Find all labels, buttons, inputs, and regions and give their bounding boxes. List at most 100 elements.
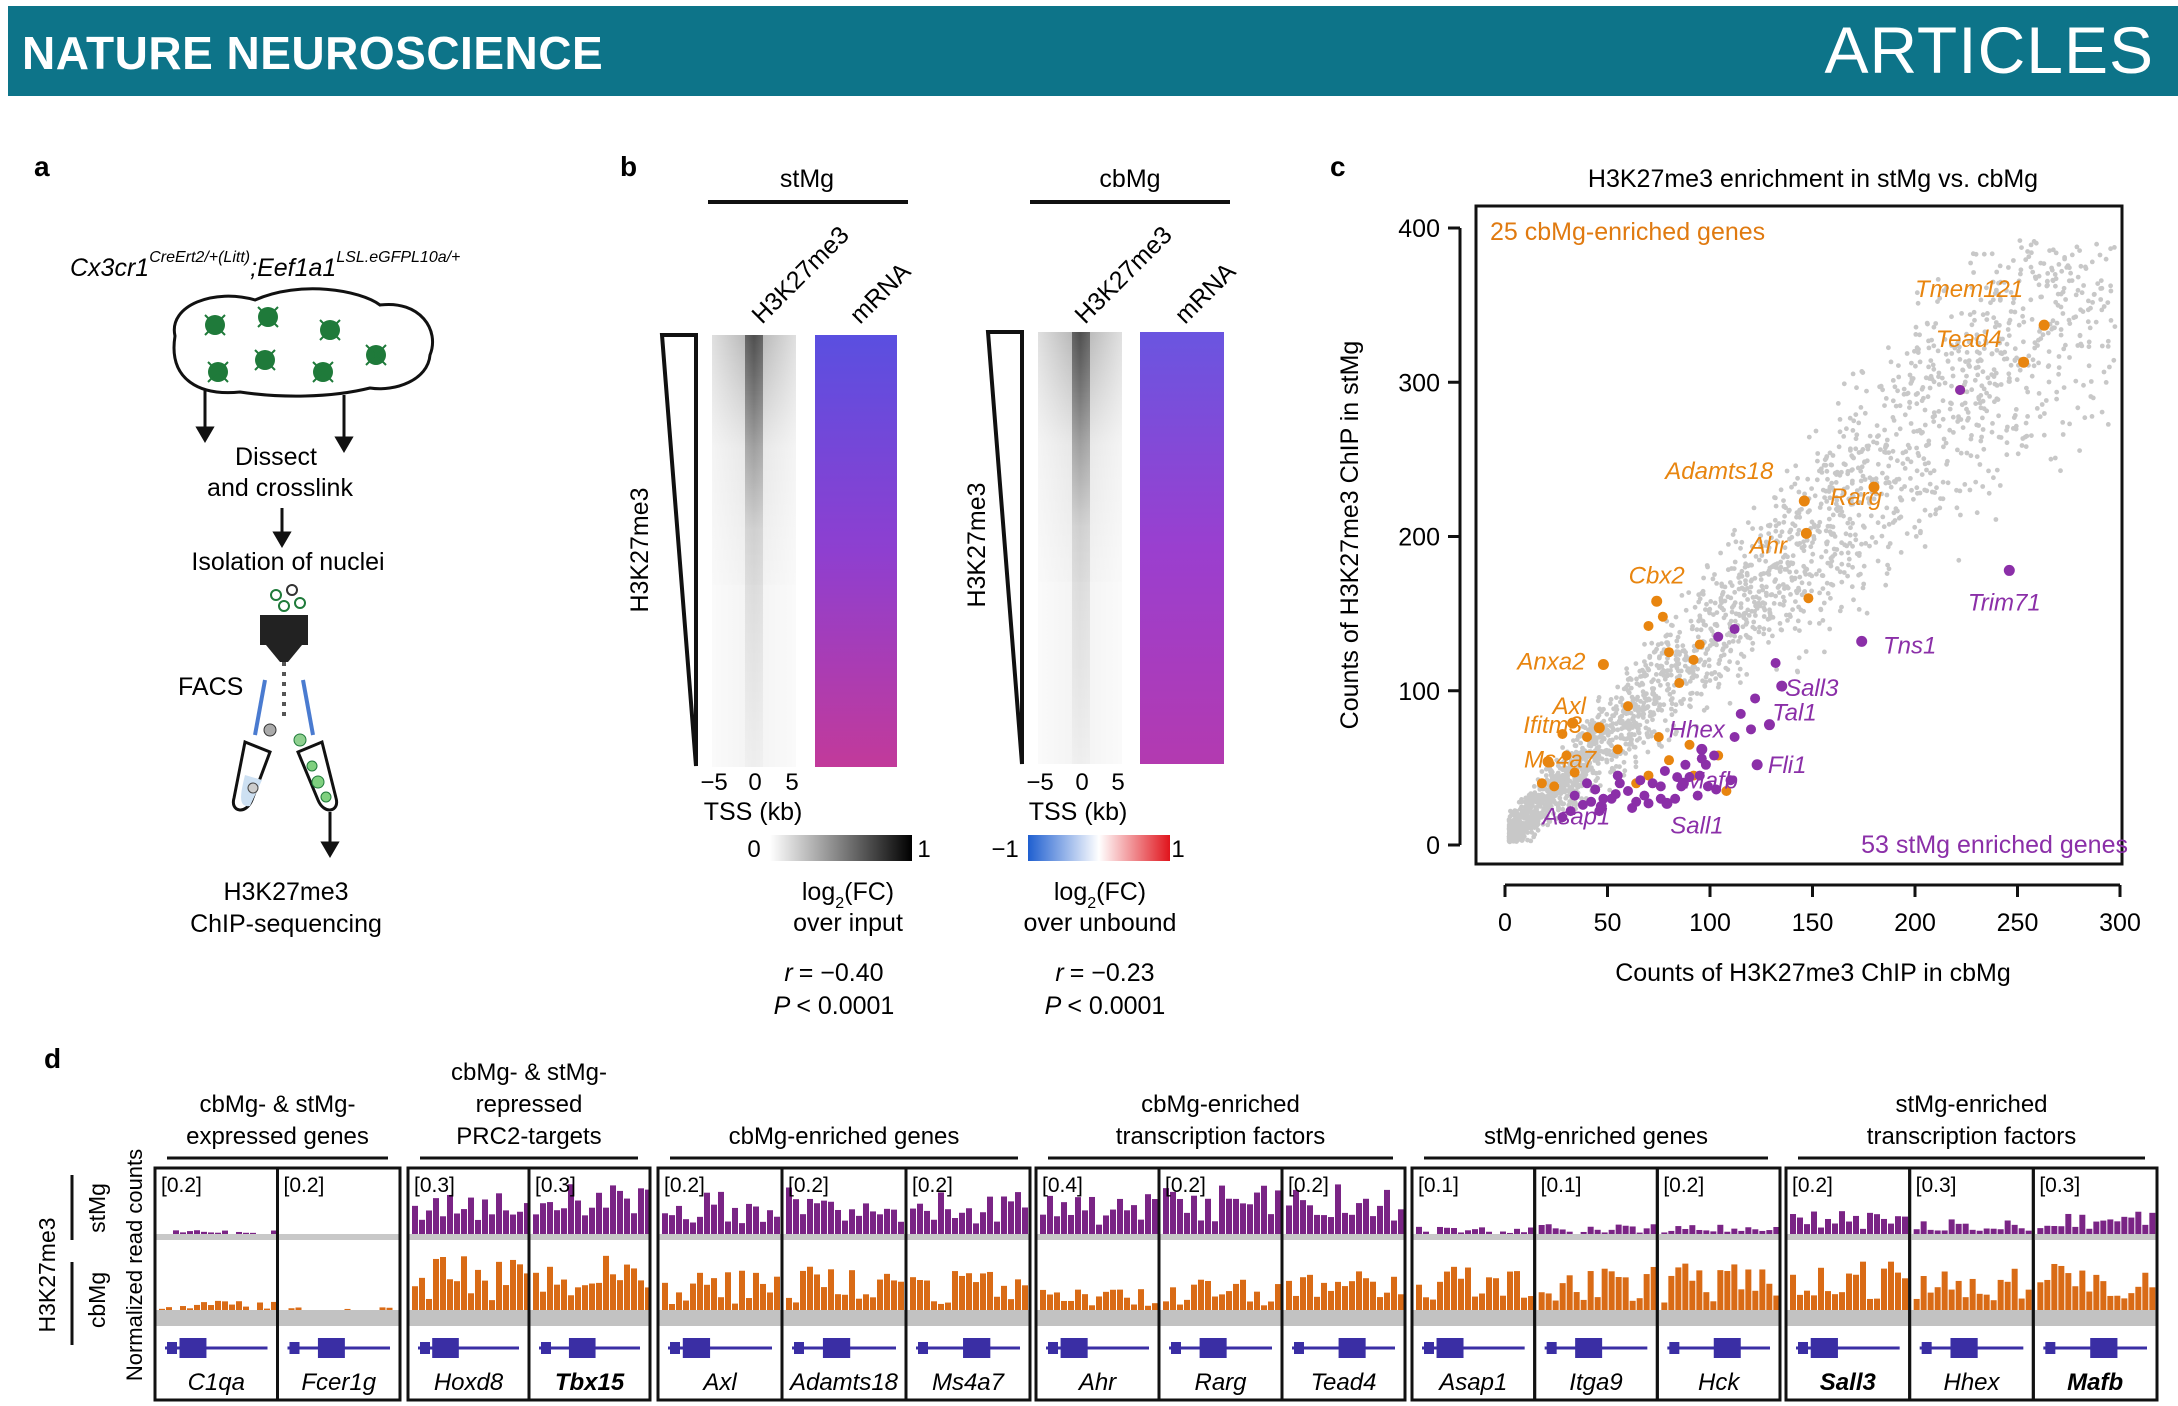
scatter-gene-point bbox=[1522, 816, 1528, 821]
track-bar-cbMg bbox=[1254, 1291, 1260, 1310]
scatter-gene-point bbox=[1991, 475, 1996, 481]
scatter-gene-point bbox=[2077, 448, 2083, 453]
scatter-gene-point bbox=[2093, 319, 2099, 325]
scatter-stMg-point bbox=[1696, 753, 1707, 764]
track-group-title: stMg-enriched bbox=[1895, 1091, 2047, 1118]
track-bar-cbMg bbox=[447, 1279, 453, 1310]
track-bar-stMg bbox=[1867, 1212, 1873, 1234]
scatter-gene-point bbox=[1851, 597, 1856, 603]
scatter-gene-point bbox=[1905, 456, 1910, 462]
gene-exon bbox=[2090, 1338, 2118, 1358]
track-bar-cbMg bbox=[1860, 1261, 1866, 1310]
scatter-gene-point bbox=[1915, 450, 1921, 456]
scatter-gene-point bbox=[1596, 744, 1602, 750]
scatter-gene-point bbox=[1831, 546, 1837, 552]
scatter-gene-point bbox=[1814, 477, 1820, 483]
scatter-labeled-point bbox=[1856, 635, 1868, 647]
scatter-cbMg-point bbox=[1612, 744, 1623, 755]
scatter-gene-point bbox=[1935, 277, 1941, 282]
scatter-gene-point bbox=[1898, 550, 1904, 555]
track-bar-stMg bbox=[1300, 1200, 1306, 1234]
scatter-gene-point bbox=[1772, 517, 1778, 523]
scatter-gene-point bbox=[1739, 539, 1745, 545]
scatter-gene-point bbox=[1964, 373, 1969, 379]
scatter-gene-point bbox=[1525, 837, 1530, 843]
track-bar-stMg bbox=[884, 1208, 890, 1234]
track-bar-cbMg bbox=[1521, 1297, 1527, 1310]
scatter-gene-point bbox=[1689, 690, 1695, 696]
scatter-gene-point bbox=[1904, 391, 1910, 397]
scatter-gene-point bbox=[1635, 714, 1641, 719]
scatter-gene-point bbox=[1774, 667, 1779, 672]
track-bar-cbMg bbox=[2149, 1287, 2156, 1310]
scatter-gene-point bbox=[1828, 523, 1833, 529]
scatter-gene-label: Cbx2 bbox=[1629, 562, 1685, 589]
track-locus-box bbox=[2031, 1166, 2159, 1402]
scatter-gene-point bbox=[1969, 322, 1975, 328]
scatter-gene-point bbox=[2012, 413, 2018, 418]
track-bar-cbMg bbox=[1969, 1278, 1976, 1310]
track-group-title: stMg-enriched genes bbox=[1484, 1123, 1708, 1150]
scatter-gene-point bbox=[1896, 374, 1902, 380]
scatter-gene-point bbox=[2049, 326, 2055, 332]
track-bar-cbMg bbox=[877, 1279, 883, 1310]
scatter-gene-point bbox=[1658, 682, 1663, 688]
track-bar-stMg bbox=[1356, 1203, 1362, 1234]
track-bar-cbMg bbox=[2107, 1295, 2114, 1310]
scatter-gene-point bbox=[1735, 673, 1741, 678]
scatter-gene-point bbox=[2056, 365, 2062, 370]
track-bar-stMg bbox=[489, 1214, 495, 1234]
track-bar-stMg bbox=[1552, 1228, 1559, 1234]
gene-exon bbox=[1199, 1338, 1227, 1358]
scatter-gene-point bbox=[1519, 831, 1525, 837]
scatter-gene-point bbox=[1993, 370, 1999, 376]
track-bar-stMg bbox=[842, 1220, 848, 1234]
track-bar-cbMg bbox=[1566, 1275, 1573, 1310]
scatter-gene-point bbox=[1997, 340, 2003, 346]
track-bar-cbMg bbox=[631, 1268, 637, 1310]
scatter-gene-point bbox=[1703, 679, 1709, 685]
scatter-gene-point bbox=[1548, 769, 1553, 774]
scatter-gene-point bbox=[1894, 432, 1899, 437]
track-bar-stMg bbox=[1507, 1232, 1513, 1234]
scatter-gene-point bbox=[1659, 707, 1665, 713]
track-bar-cbMg bbox=[1500, 1295, 1506, 1310]
track-bar-cbMg bbox=[1444, 1271, 1450, 1310]
track-bar-stMg bbox=[1682, 1228, 1689, 1234]
heatmap-stMg-tick-0: 0 bbox=[748, 769, 761, 796]
scatter-gene-point bbox=[1907, 445, 1912, 451]
scatter-gene-point bbox=[1729, 566, 1734, 571]
track-bar-stMg bbox=[547, 1202, 553, 1234]
gene-name-label: C1qa bbox=[188, 1369, 245, 1396]
scatter-gene-point bbox=[1775, 561, 1780, 566]
track-bar-cbMg bbox=[419, 1277, 425, 1310]
scale-cbMg-max: 1 bbox=[1171, 836, 1184, 863]
scatter-gene-point bbox=[2107, 364, 2112, 370]
scatter-gene-point bbox=[1917, 332, 1922, 338]
scatter-gene-point bbox=[2041, 432, 2047, 438]
scatter-gene-point bbox=[2099, 307, 2105, 313]
scatter-gene-point bbox=[1595, 698, 1601, 704]
scatter-gene-point bbox=[2105, 422, 2111, 427]
scatter-gene-point bbox=[1726, 640, 1732, 645]
scatter-gene-point bbox=[1530, 792, 1536, 797]
scatter-gene-point bbox=[1977, 462, 1983, 467]
scatter-gene-point bbox=[1572, 743, 1578, 748]
scatter-gene-point bbox=[1824, 580, 1830, 586]
scatter-gene-point bbox=[1972, 317, 1977, 323]
scatter-gene-point bbox=[2037, 414, 2043, 420]
track-bar-stMg bbox=[1398, 1209, 1404, 1234]
scatter-gene-point bbox=[1661, 702, 1667, 708]
scatter-gene-point bbox=[1718, 653, 1724, 659]
scatter-gene-point bbox=[1665, 668, 1671, 673]
scatter-gene-point bbox=[2098, 286, 2104, 291]
journal-header-bar bbox=[8, 6, 2178, 96]
track-bar-stMg bbox=[503, 1210, 509, 1234]
cbMg-correlation: r = −0.23 bbox=[1055, 959, 1154, 987]
scatter-gene-point bbox=[1646, 727, 1652, 732]
scatter-gene-point bbox=[1548, 804, 1553, 810]
scatter-gene-point bbox=[1633, 754, 1638, 760]
scatter-gene-point bbox=[2047, 248, 2052, 254]
scatter-gene-point bbox=[2052, 272, 2058, 277]
scatter-gene-point bbox=[1915, 300, 1921, 306]
